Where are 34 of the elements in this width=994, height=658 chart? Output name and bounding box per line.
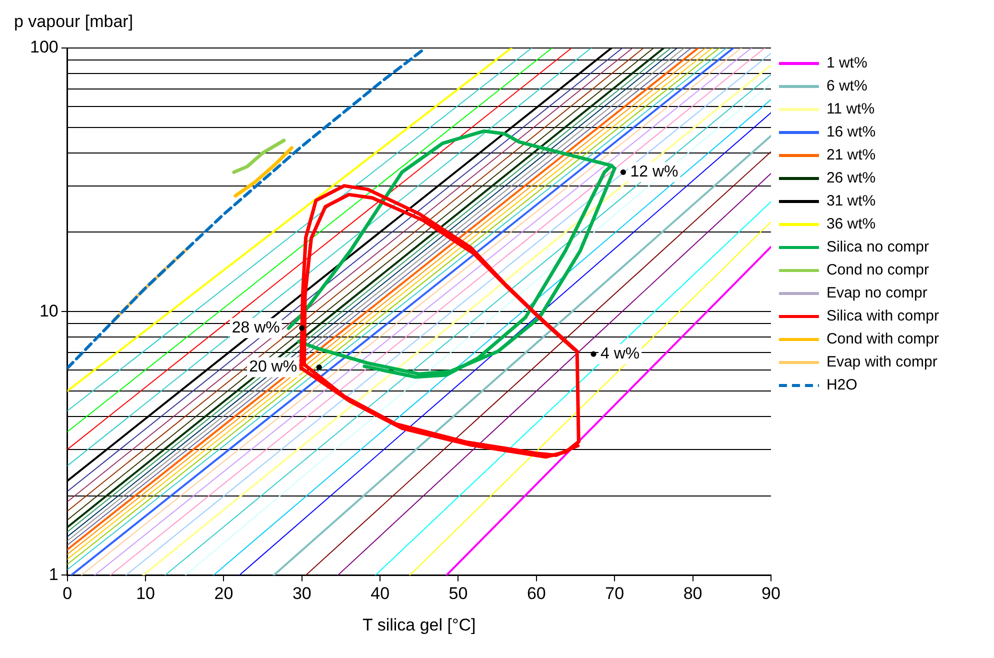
legend-label: Silica with compr xyxy=(826,308,939,325)
legend-label: 36 wt% xyxy=(826,216,876,233)
legend-label: 26 wt% xyxy=(826,170,876,187)
x-tick-label: 30 xyxy=(292,584,312,604)
x-tick-label: 20 xyxy=(214,584,234,604)
x-tick-label: 0 xyxy=(62,584,72,604)
y-tick-label: 10 xyxy=(39,301,58,320)
legend-label: 16 wt% xyxy=(826,124,876,141)
y-axis-title: p vapour [mbar] xyxy=(14,12,134,32)
y-tick-label: 100 xyxy=(30,38,58,57)
legend-label: 11 wt% xyxy=(826,100,875,118)
x-tick-label: 90 xyxy=(761,584,780,604)
x-tick-label: 70 xyxy=(605,584,624,604)
annotation: 4 w% xyxy=(600,345,640,362)
y-tick-label: 1 xyxy=(48,564,58,584)
legend-label: Cond no compr xyxy=(826,262,930,279)
annotation: 20 w% xyxy=(249,358,298,376)
annotation: 12 w% xyxy=(630,164,678,181)
x-axis-title: T silica gel [°C] xyxy=(362,615,476,634)
legend-label: H2O xyxy=(826,376,858,394)
legend-label: Silica no compr xyxy=(826,238,930,256)
legend-label: 31 wt% xyxy=(826,192,876,210)
legend-label: Cond with compr xyxy=(826,330,940,348)
x-tick-label: 10 xyxy=(136,584,155,604)
x-tick-label: 40 xyxy=(370,584,390,604)
x-tick-label: 80 xyxy=(683,584,702,604)
legend-label: 21 wt% xyxy=(826,146,876,164)
legend-label: 6 wt% xyxy=(826,78,868,95)
legend-label: Evap with compr xyxy=(826,354,938,371)
legend-label: 1 wt% xyxy=(826,54,868,72)
legend-label: Evap no compr xyxy=(826,284,928,302)
x-tick-label: 60 xyxy=(526,584,546,604)
annotation: 28 w% xyxy=(232,319,280,336)
x-tick-label: 50 xyxy=(448,584,468,604)
